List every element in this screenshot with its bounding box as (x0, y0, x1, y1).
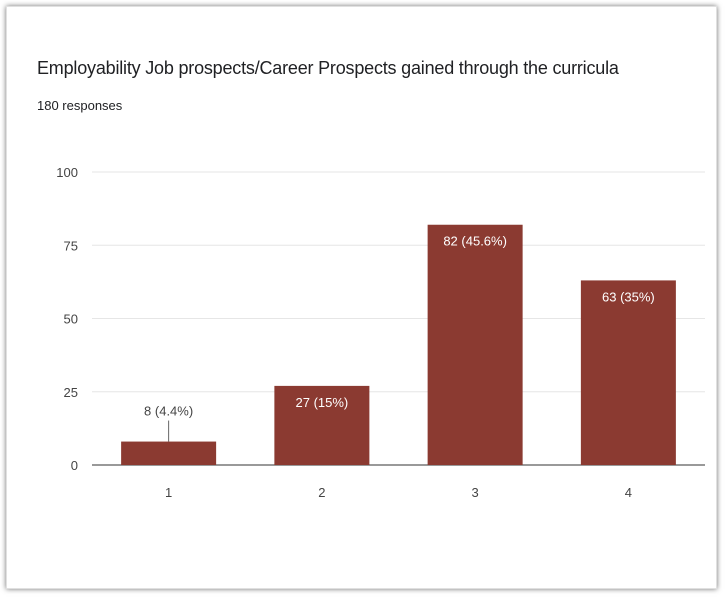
y-tick-label: 50 (64, 312, 78, 327)
data-label: 63 (35%) (602, 289, 655, 304)
data-label: 82 (45.6%) (443, 234, 507, 249)
data-label: 27 (15%) (296, 395, 349, 410)
response-count: 180 responses (37, 98, 123, 113)
chart-title: Employability Job prospects/Career Prosp… (37, 58, 619, 78)
x-axis-ticks: 1 2 3 4 (165, 485, 632, 500)
bar-3 (427, 224, 523, 465)
data-label: 8 (4.4%) (144, 404, 193, 419)
x-tick-label: 1 (165, 485, 172, 500)
y-tick-label: 75 (64, 238, 78, 253)
x-tick-label: 3 (472, 485, 479, 500)
y-tick-label: 100 (56, 165, 78, 180)
bar-4 (580, 280, 676, 465)
bars (121, 224, 676, 465)
y-tick-label: 0 (71, 458, 78, 473)
bar-2 (274, 385, 370, 465)
data-labels: 8 (4.4%) 27 (15%) 82 (45.6%) 63 (35%) (144, 234, 655, 442)
bar-1 (121, 441, 217, 465)
x-tick-label: 4 (625, 485, 632, 500)
y-tick-label: 25 (64, 385, 78, 400)
y-axis-ticks: 0 25 50 75 100 (56, 165, 78, 473)
x-tick-label: 2 (318, 485, 325, 500)
